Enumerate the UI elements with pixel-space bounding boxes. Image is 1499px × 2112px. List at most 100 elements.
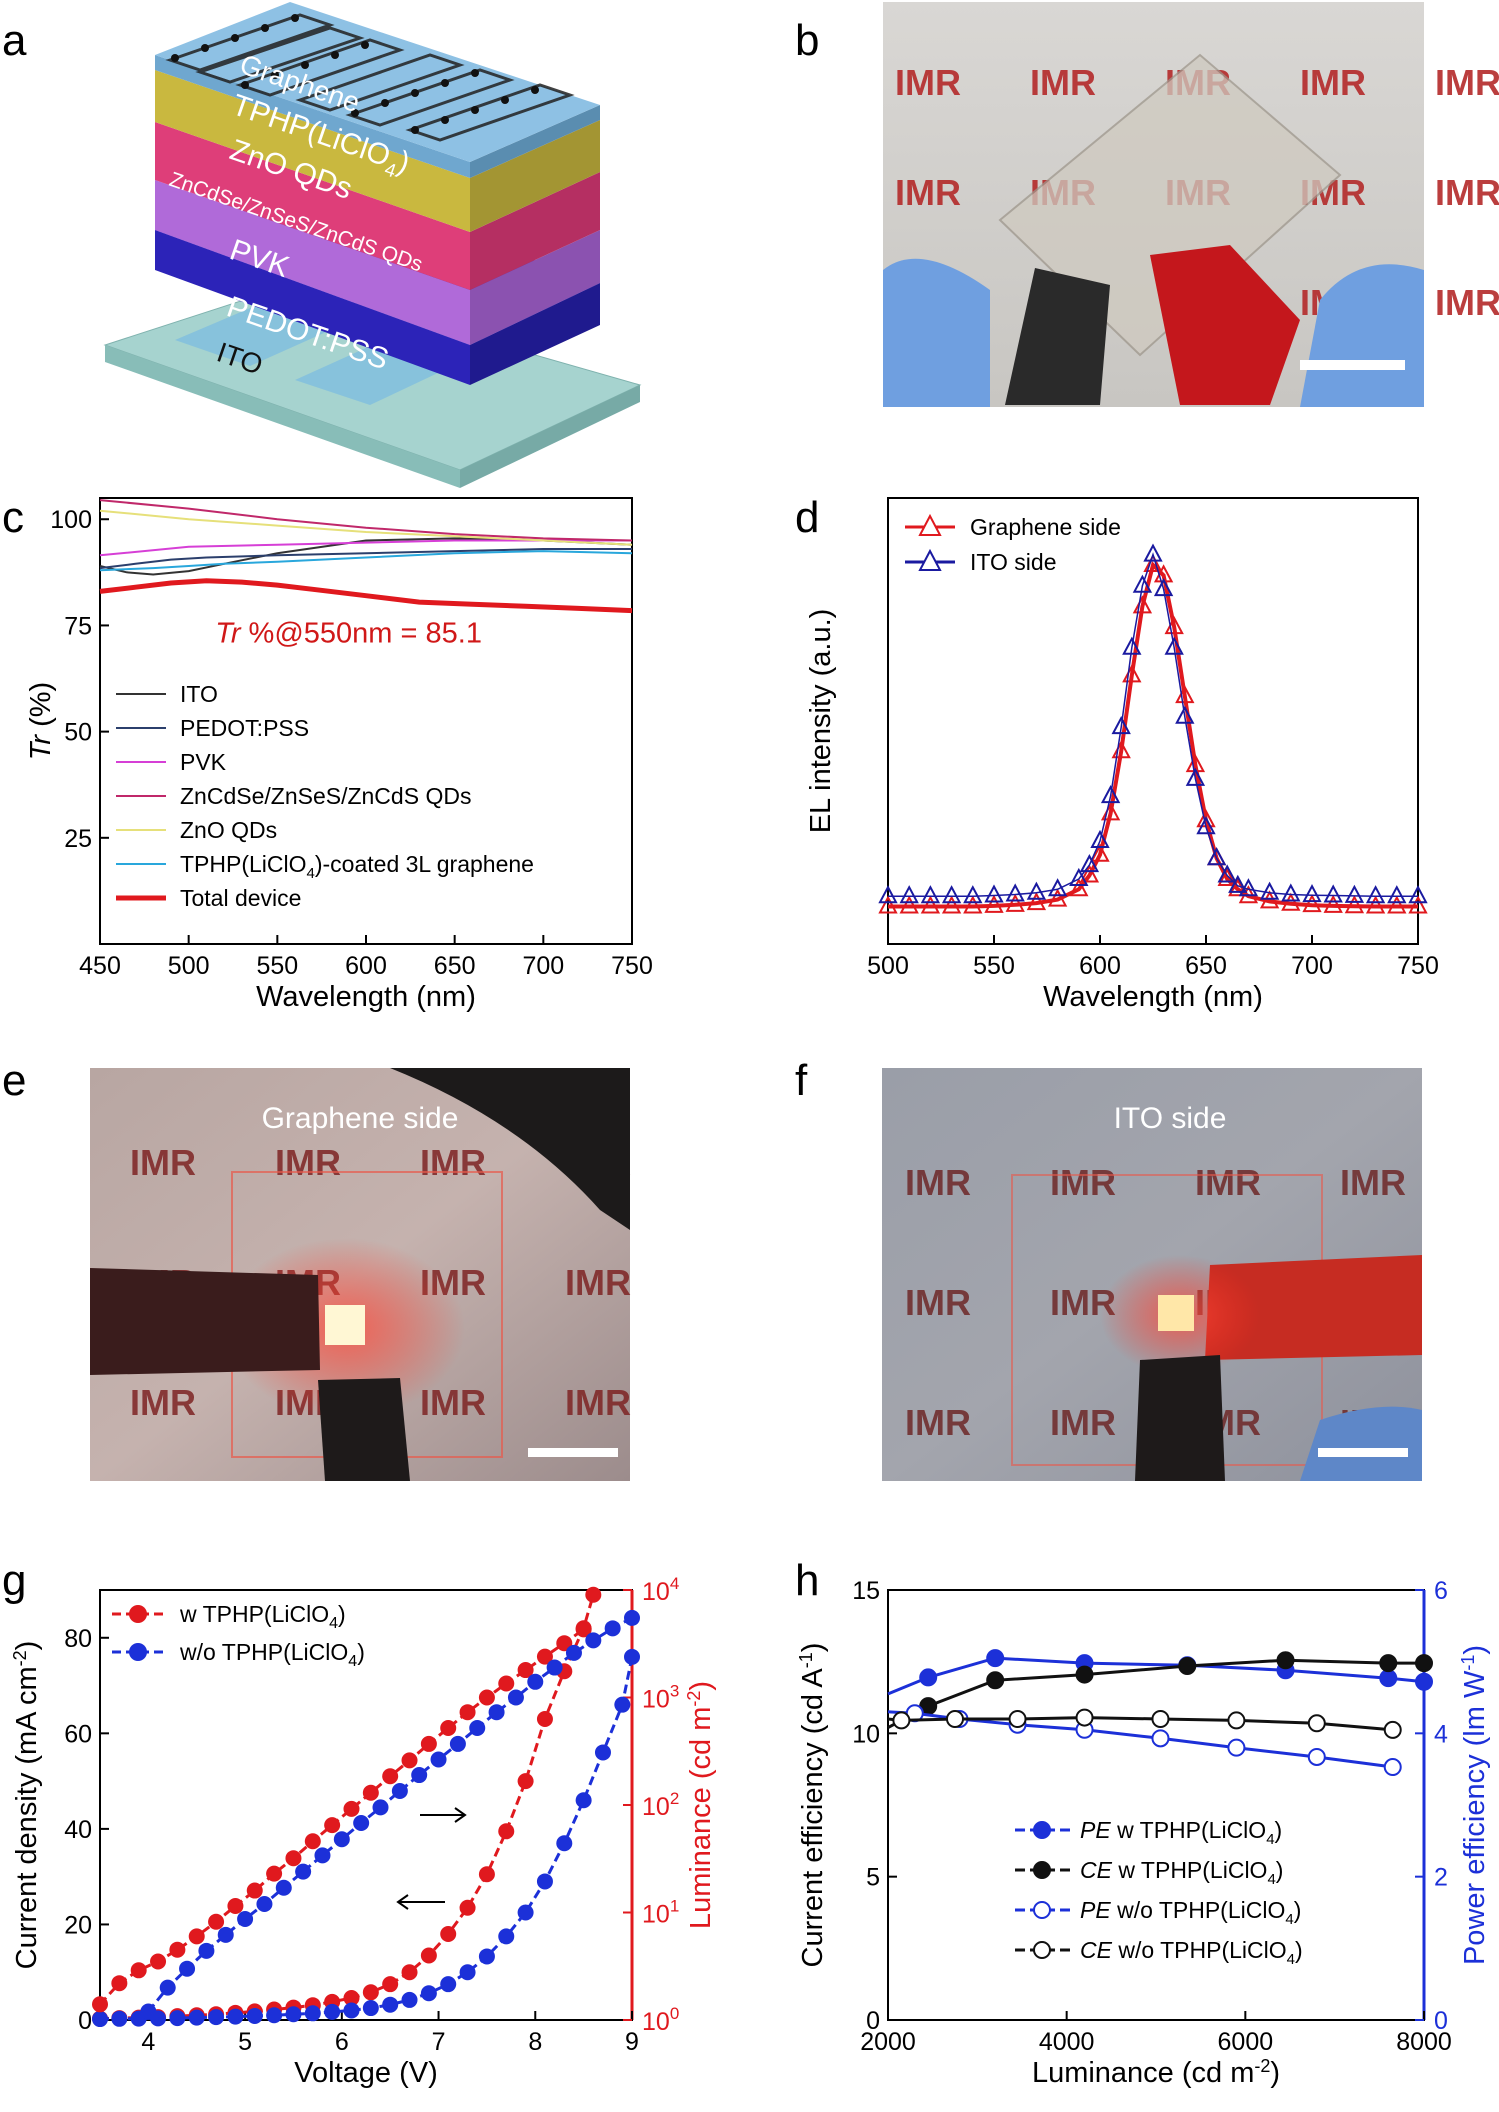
watermark-text: IMR: [1030, 62, 1096, 103]
legend-label: ITO: [180, 681, 218, 707]
data-point: [478, 1866, 495, 1883]
data-point: [440, 1926, 457, 1942]
x-tick-label: 500: [168, 952, 210, 980]
data-point: [391, 1782, 408, 1799]
data-point: [1164, 636, 1184, 655]
data-point: [362, 1984, 379, 2001]
data-point: [478, 1689, 495, 1706]
y-axis-label-right: Power efficiency (lm W-1): [1458, 1645, 1491, 1965]
watermark-text: IMR: [1195, 1162, 1261, 1203]
x-tick-label: 6000: [1218, 2028, 1274, 2056]
data-point: [343, 1800, 360, 1817]
data-point: [984, 884, 1004, 903]
data-point: [963, 895, 983, 914]
data-point: [295, 1863, 312, 1880]
data-point: [1238, 878, 1259, 897]
data-point: [536, 1711, 553, 1727]
data-point: [624, 1609, 640, 1626]
watermark-text: IMR: [1435, 62, 1499, 103]
data-point: [1344, 895, 1365, 914]
photo-e: IMRIMRIMRIMRIMRIMRIMRIMRIMRIMRIMRIMR Gra…: [90, 1068, 631, 1481]
data-point: [984, 894, 1004, 913]
y-tick-label: 10: [852, 1720, 880, 1748]
data-point: [382, 1976, 399, 1993]
data-point: [1408, 885, 1428, 904]
legend-label: ITO side: [970, 549, 1057, 575]
watermark-text: IMR: [905, 1282, 971, 1323]
data-point: [324, 2003, 341, 2020]
series-line: [887, 1656, 1425, 1696]
data-point: [919, 1668, 938, 1687]
series-line: [99, 578, 633, 614]
x-tick-label: 450: [79, 952, 121, 980]
x-tick-label: 7: [432, 2028, 446, 2056]
device-stack-diagram: Graphene TPHP(LiClO4) ZnO QDs ZnCdSe/ZnS…: [103, 2, 642, 488]
arrow-right: [420, 1807, 467, 1823]
data-point: [208, 1913, 225, 1930]
y-axis-label-left: Current efficiency (cd A-1): [796, 1643, 829, 1968]
data-point: [1383, 1758, 1402, 1777]
data-point: [604, 1620, 621, 1637]
watermark-text: IMR: [565, 1262, 631, 1303]
data-point: [941, 895, 962, 914]
panel-label-g: g: [2, 1556, 26, 1605]
data-point: [420, 1947, 437, 1964]
data-point: [1276, 1651, 1295, 1670]
data-point: [1323, 894, 1343, 913]
panel-label-f: f: [795, 1056, 808, 1105]
y-tick-label: 15: [852, 1577, 880, 1605]
data-point: [498, 1928, 515, 1945]
data-point: [1185, 767, 1206, 786]
photo-b: IMRIMRIMRIMRIMRIMRIMRIMRIMRIMRIMRIMRIMRI…: [883, 2, 1499, 407]
data-point: [179, 1960, 196, 1977]
data-point: [227, 2008, 244, 2025]
data-point: [1175, 705, 1195, 724]
watermark-text: IMR: [420, 1142, 486, 1183]
x-tick-label: 6: [335, 2028, 349, 2056]
data-point: [986, 1649, 1005, 1668]
watermark-text: IMR: [895, 172, 961, 213]
data-point: [585, 1586, 602, 1603]
chart-transmittance: 450 500 550 600 650 700 750 25 50 75 100 Wavelength…: [25, 497, 653, 1013]
data-point: [401, 1964, 418, 1981]
data-point: [565, 1644, 582, 1661]
data-point: [575, 1792, 592, 1809]
data-point: [1281, 892, 1301, 911]
data-point: [382, 1996, 399, 2013]
data-point: [304, 1833, 321, 1850]
plot-frame: [887, 497, 1419, 945]
y-tick-label: 60: [64, 1720, 92, 1748]
data-point: [1143, 553, 1163, 572]
data-point: [1100, 785, 1121, 804]
data-point: [517, 1904, 534, 1921]
x-tick-label: 700: [522, 952, 564, 980]
x-tick-label: 8000: [1396, 2028, 1452, 2056]
data-point: [878, 895, 898, 914]
x-tick-label: 550: [256, 952, 298, 980]
x-tick-label: 5: [238, 2028, 252, 2056]
y-right-tick-label: 0: [1434, 2007, 1448, 2035]
data-point: [401, 1991, 418, 2008]
data-point: [304, 2005, 321, 2022]
data-point: [1383, 1720, 1402, 1739]
data-point: [1228, 874, 1248, 893]
legend-marker: [1033, 1821, 1051, 1839]
data-point: [285, 2006, 302, 2023]
data-point: [507, 1689, 524, 1706]
data-point: [237, 1911, 254, 1928]
data-point: [353, 1815, 370, 1832]
y-right-tick-label: 6: [1434, 1577, 1448, 1605]
data-point: [536, 1873, 553, 1890]
data-point: [275, 1879, 292, 1896]
data-point: [266, 1865, 283, 1882]
legend-label: w/o TPHP(LiClO4): [179, 1639, 365, 1670]
data-point: [1365, 895, 1386, 914]
data-point: [130, 1962, 147, 1979]
data-point: [624, 1648, 640, 1665]
y-axis-label: Tr (%): [25, 682, 57, 760]
photo-caption-f: ITO side: [1114, 1102, 1227, 1135]
series-line: [99, 509, 633, 546]
data-point: [324, 1817, 341, 1834]
data-point: [411, 1767, 428, 1784]
data-point: [899, 895, 919, 914]
